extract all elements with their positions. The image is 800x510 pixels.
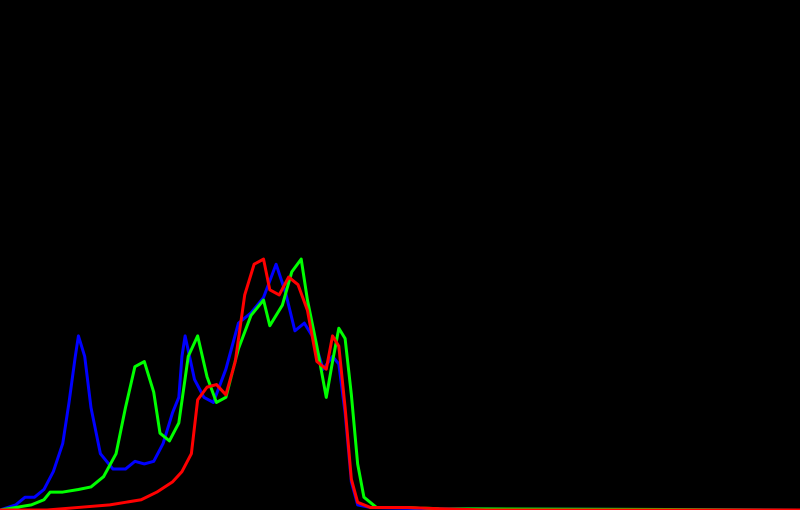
- series-line-2: [0, 257, 800, 510]
- series-line-0: [0, 262, 800, 510]
- series-layer: [0, 257, 800, 510]
- series-line-1: [0, 257, 800, 510]
